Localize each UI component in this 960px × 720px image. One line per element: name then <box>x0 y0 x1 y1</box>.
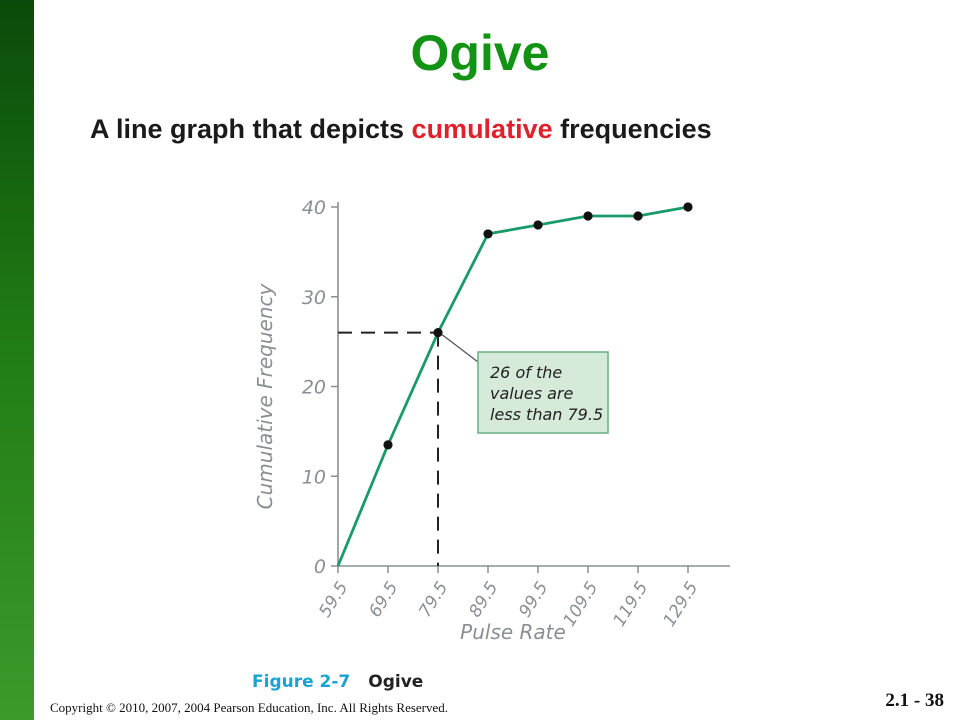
x-tick-label: 59.5 <box>315 578 352 621</box>
sidebar-gradient <box>0 0 34 720</box>
y-tick-label: 20 <box>302 377 326 399</box>
x-tick-label: 89.5 <box>465 578 502 621</box>
subtitle-prefix: A line graph that depicts <box>90 114 412 144</box>
data-point <box>583 211 593 221</box>
figure-label: Figure 2-7 <box>252 672 351 692</box>
data-point <box>633 211 643 221</box>
ogive-chart: 0 10 20 30 40 59.5 69.5 79.5 89.5 99.5 109.5 119.5 1… <box>253 197 730 644</box>
x-axis-label: Pulse Rate <box>460 620 566 644</box>
data-point <box>533 220 543 230</box>
x-tick-label: 79.5 <box>415 578 452 621</box>
y-tick-label: 10 <box>302 466 326 488</box>
chart-series <box>336 202 693 567</box>
callout-text-line: values are <box>490 384 574 403</box>
callout: 26 of the values are less than 79.5 <box>441 334 609 434</box>
callout-text-line: less than 79.5 <box>490 405 603 424</box>
x-tick-label: 99.5 <box>515 578 552 621</box>
callout-text-line: 26 of the <box>490 363 562 382</box>
x-tick-label: 69.5 <box>365 578 402 621</box>
y-tick-label: 30 <box>302 287 326 309</box>
x-tick-label: 109.5 <box>560 578 603 630</box>
y-tick-label: 40 <box>302 197 326 219</box>
subtitle-suffix: frequencies <box>552 114 712 144</box>
y-axis-label: Cumulative Frequency <box>253 282 277 509</box>
subtitle-highlight: cumulative <box>411 114 553 144</box>
slide-number: 2.1 - 38 <box>885 690 944 711</box>
series-line <box>336 205 689 567</box>
figure-caption: Figure 2-7 Ogive <box>252 672 423 692</box>
data-point <box>683 202 693 212</box>
x-tick-label: 129.5 <box>660 578 703 630</box>
slide-subtitle: A line graph that depicts cumulative fre… <box>90 114 712 145</box>
callout-leader <box>441 334 479 363</box>
data-point <box>433 328 443 338</box>
callout-box <box>477 351 609 434</box>
data-point <box>483 229 493 239</box>
copyright-notice: Copyright © 2010, 2007, 2004 Pearson Edu… <box>50 700 449 715</box>
x-tick-label: 119.5 <box>610 578 653 630</box>
slide-title: Ogive <box>410 25 550 81</box>
data-point <box>383 440 393 450</box>
figure-title: Ogive <box>368 672 424 692</box>
reference-lines <box>338 331 439 566</box>
y-tick-label: 0 <box>314 556 326 578</box>
